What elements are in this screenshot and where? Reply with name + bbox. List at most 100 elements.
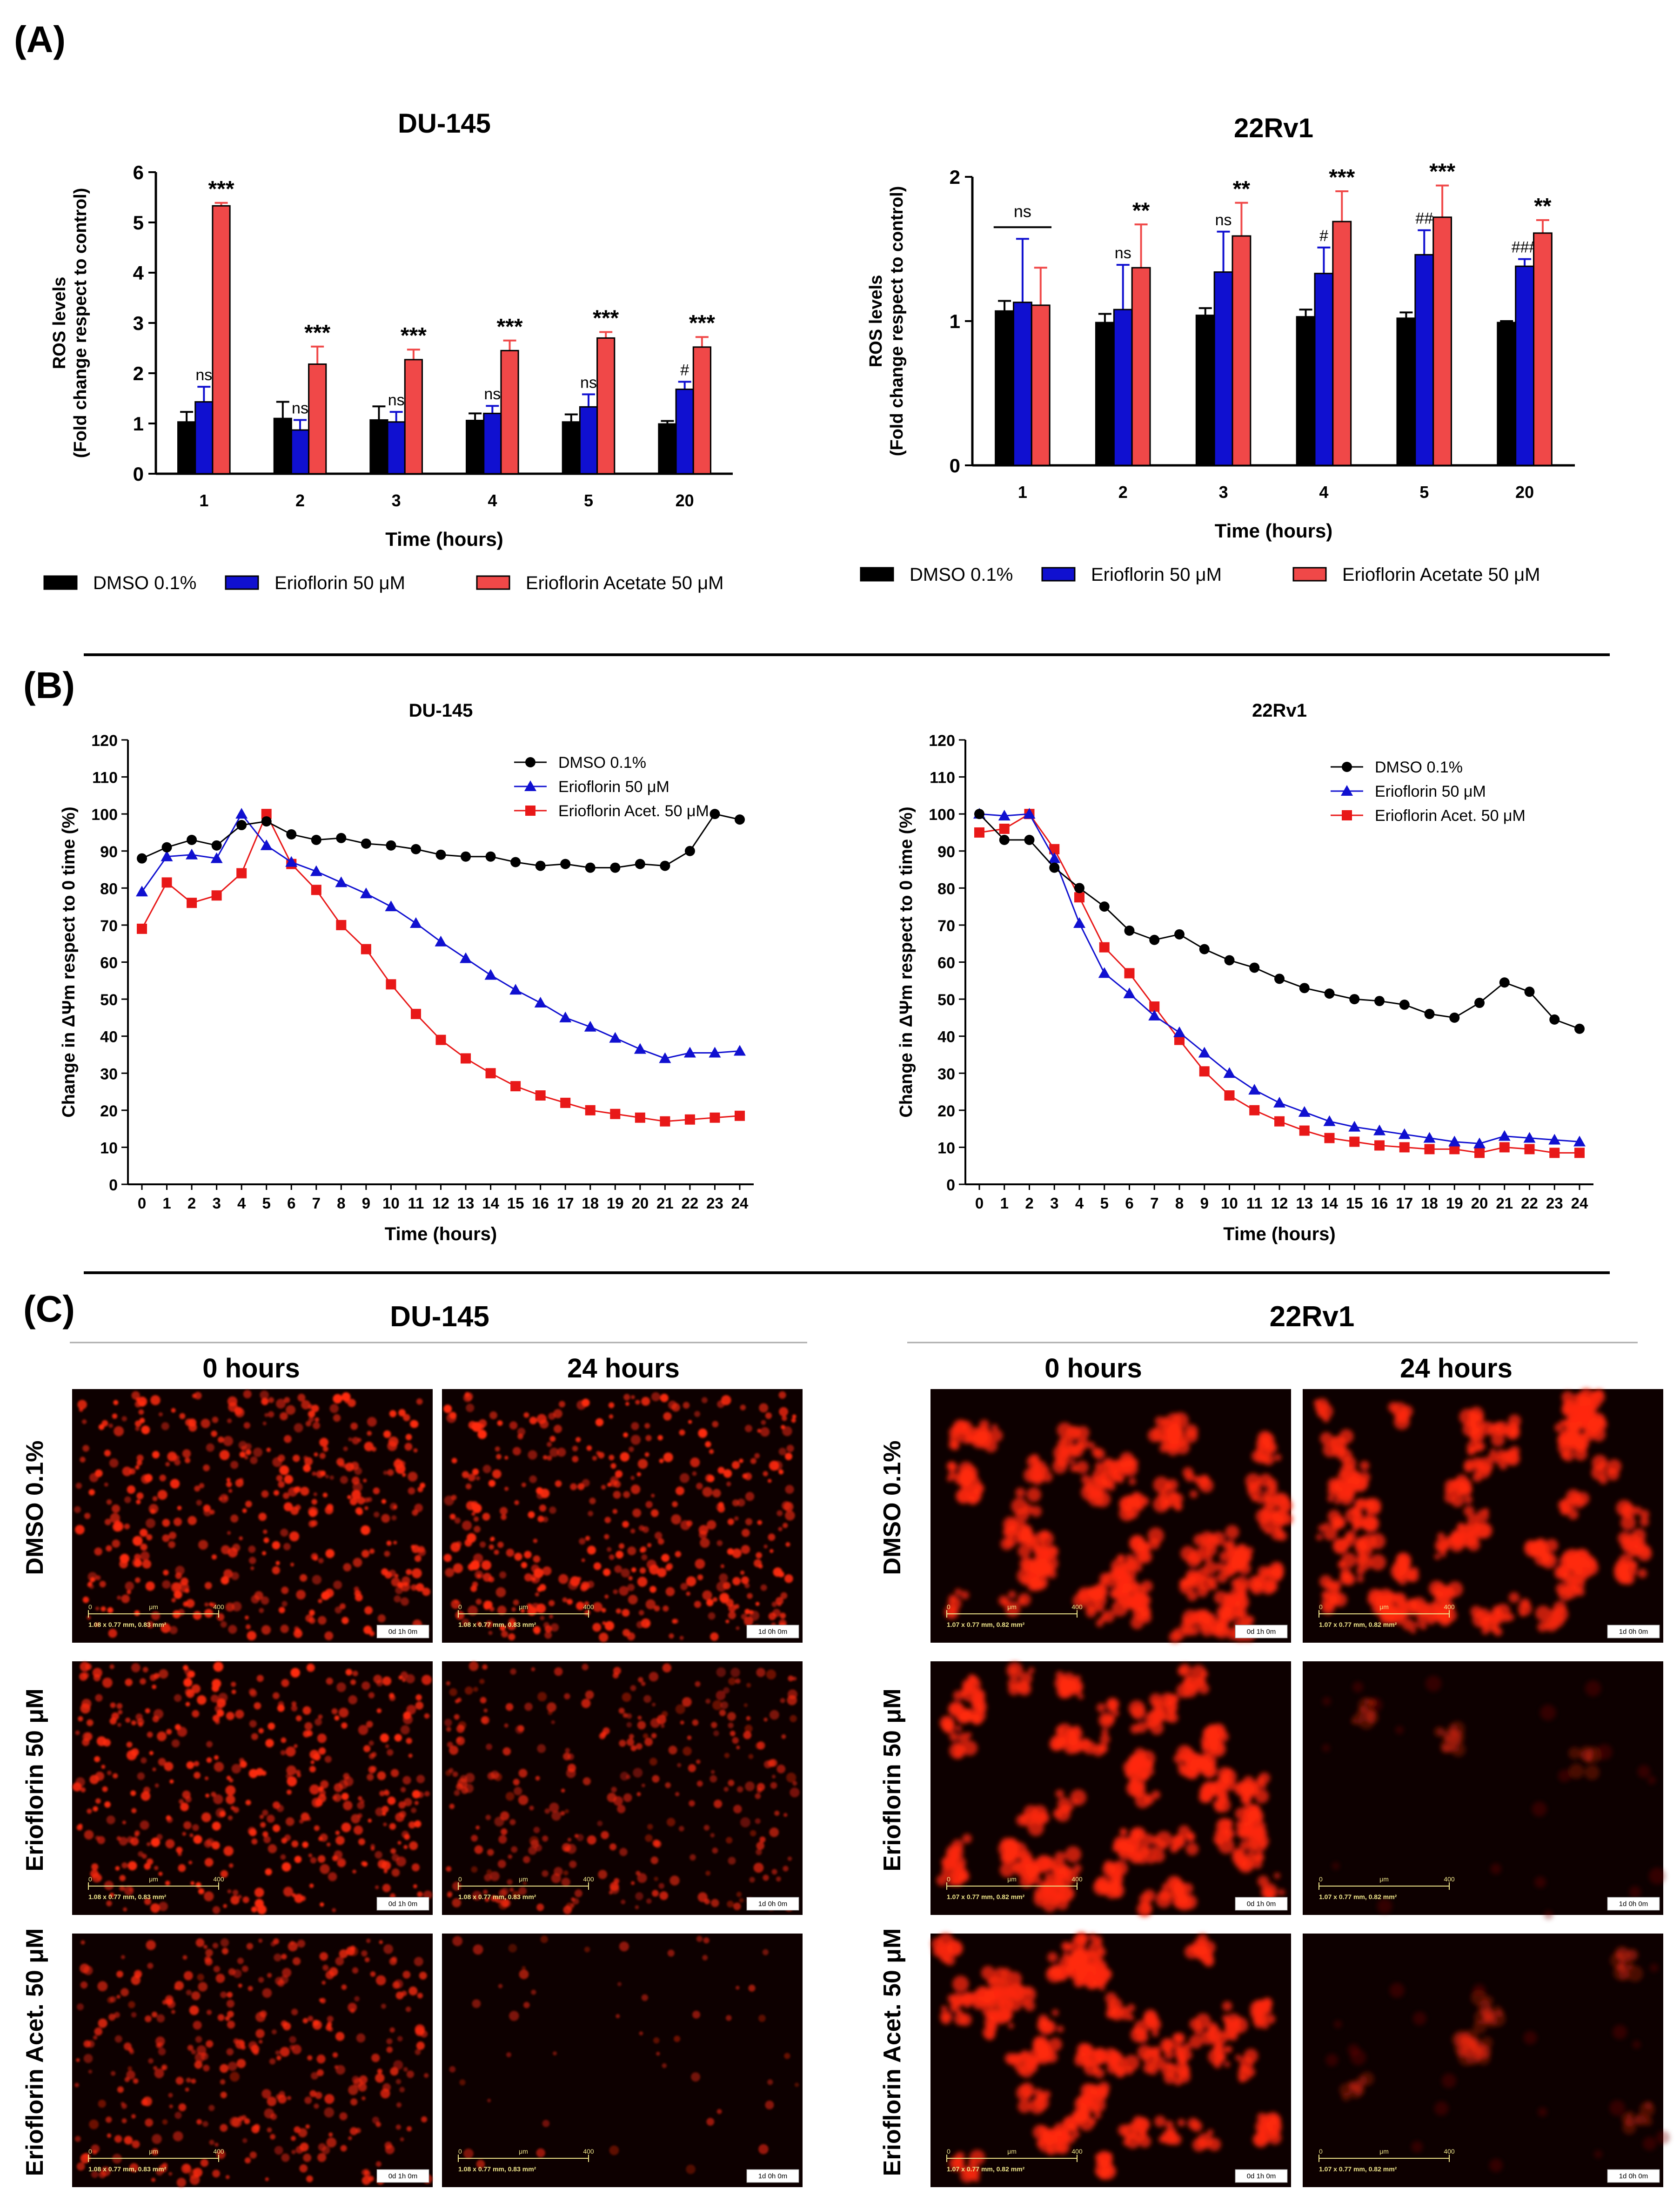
cell [277, 1454, 285, 1462]
cell [542, 1835, 549, 1842]
scale-zero: 0 [458, 1875, 462, 1883]
y-tick-label: 2 [950, 166, 960, 188]
cell [89, 1473, 99, 1483]
legend-swatch [860, 567, 894, 582]
data-point [261, 816, 272, 827]
cell [334, 2065, 338, 2069]
cell-cluster-group [449, 1935, 799, 2174]
cell [399, 2087, 405, 2093]
cell [1129, 1536, 1145, 1552]
cell [391, 1515, 397, 1521]
cell [334, 1715, 340, 1721]
y-tick-label: 100 [91, 806, 118, 824]
cell [108, 2014, 116, 2021]
cell [1224, 2018, 1231, 2025]
cell [278, 1701, 284, 1707]
cell [725, 1619, 730, 1624]
cell [639, 1567, 646, 1574]
cell [254, 1702, 261, 1710]
cell [598, 1632, 609, 1642]
cell [358, 1796, 362, 1801]
cell [786, 1444, 794, 1452]
cell [727, 1901, 734, 1908]
cell [592, 1456, 597, 1461]
cell [194, 2061, 202, 2069]
image-dimensions: 1.07 x 0.77 mm, 0.82 mm² [1319, 1893, 1397, 1901]
x-tick-label: 18 [1421, 1195, 1438, 1212]
bar [194, 401, 214, 475]
cell [522, 1881, 527, 1885]
panel-label-a: (A) [14, 19, 66, 60]
y-tick-label: 80 [937, 880, 955, 898]
cell [386, 1540, 392, 1546]
cell [122, 1555, 127, 1560]
scale-max: 400 [1071, 1875, 1083, 1883]
cell [782, 1416, 787, 1421]
cell [1134, 1564, 1143, 1572]
cell [141, 2099, 148, 2106]
cell [381, 2003, 386, 2009]
cell [281, 1737, 287, 1743]
cell [728, 1857, 736, 1865]
cell [206, 1757, 212, 1763]
cell [446, 1866, 452, 1872]
cell [506, 2052, 511, 2057]
cell [702, 1954, 708, 1961]
legend-swatch [43, 575, 78, 590]
cell [76, 1824, 83, 1831]
cell [402, 1473, 406, 1477]
cell [1246, 1547, 1254, 1554]
cell [188, 1423, 197, 1432]
x-tick-label: 9 [362, 1195, 370, 1212]
cell [370, 1847, 375, 1851]
cell [241, 2045, 246, 2050]
x-tick-label: 8 [337, 1195, 345, 1212]
cell [295, 1486, 301, 1492]
x-tick-label: 20 [676, 491, 694, 510]
data-point [1024, 834, 1035, 845]
cell [199, 1483, 205, 1489]
cell [1649, 1867, 1666, 1885]
cell [136, 1492, 144, 1500]
cell [586, 1445, 592, 1451]
cell [248, 1545, 256, 1553]
scale-unit: μm [149, 1875, 158, 1883]
cell [401, 1990, 407, 1996]
cell [421, 1675, 432, 1685]
cell [1523, 2031, 1537, 2045]
data-point [310, 865, 322, 876]
cell [383, 1944, 394, 1954]
cell [233, 1969, 242, 1978]
cell [180, 1802, 189, 1812]
data-point [1524, 1144, 1535, 1155]
bar [1113, 309, 1133, 466]
cell [250, 1566, 254, 1571]
cell [1161, 2136, 1167, 2142]
bar [596, 337, 616, 475]
cell [597, 1820, 603, 1827]
cell [540, 1935, 548, 1943]
cell [154, 2068, 164, 2078]
cell [763, 1717, 768, 1722]
cell [949, 1426, 960, 1438]
cell [497, 1605, 507, 1615]
cell [636, 1743, 643, 1750]
cell [183, 1971, 193, 1981]
cell [211, 1684, 220, 1692]
cell [523, 2001, 530, 2008]
cell [357, 1813, 362, 1818]
cell [1008, 1983, 1025, 2000]
cell [343, 1563, 352, 1571]
cell [403, 1582, 408, 1587]
cell [258, 1977, 264, 1983]
cell [259, 1608, 264, 1613]
cell [193, 2168, 203, 2177]
bar [658, 423, 677, 475]
cell [275, 2050, 280, 2055]
cell [380, 1733, 389, 1743]
cell [413, 1448, 418, 1453]
cell [154, 1866, 159, 1870]
cell [281, 1968, 292, 1978]
cell [539, 1584, 546, 1592]
